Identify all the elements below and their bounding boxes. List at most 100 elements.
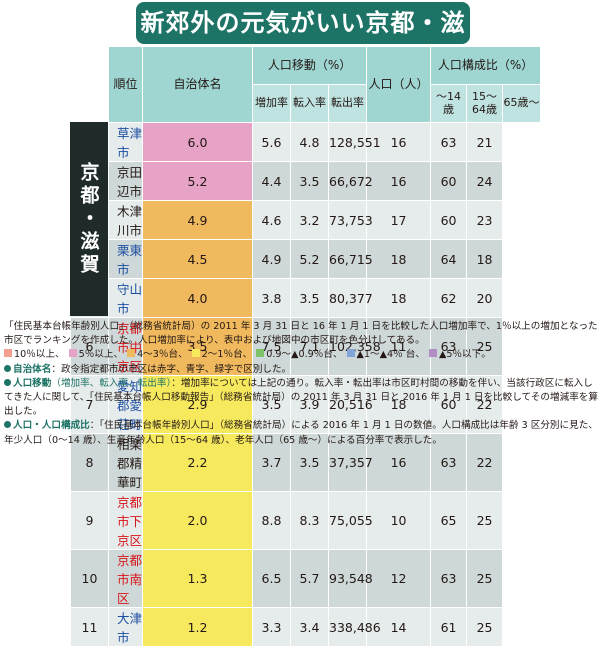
age-old: 20 xyxy=(466,278,504,318)
rank: 11 xyxy=(70,607,109,647)
age-working: 60 xyxy=(430,200,468,240)
legend-swatch-icon xyxy=(346,349,355,358)
age-working: 61 xyxy=(430,607,468,647)
out-rate: 3.5 xyxy=(290,161,329,201)
population: 80,377 xyxy=(327,278,373,318)
out-rate: 5.2 xyxy=(290,239,329,279)
out-rate: 3.2 xyxy=(290,200,329,240)
rank: 7 xyxy=(70,375,109,434)
age-old: 25 xyxy=(466,549,504,608)
municipality-name: 京都市中京区 xyxy=(108,317,143,376)
age-working: 65 xyxy=(430,491,468,550)
legend-item: ▲1〜▲4％ 台、 xyxy=(346,348,425,362)
age-young: 14 xyxy=(366,607,432,647)
age-old: 22 xyxy=(466,375,504,434)
increase-rate: 4.0 xyxy=(142,278,253,318)
header-population: 人口（人） xyxy=(366,46,432,123)
header-age-young: 〜14歳 xyxy=(430,84,468,123)
age-old: 23 xyxy=(466,200,504,240)
population: 20,516 xyxy=(327,375,373,434)
legend-item: 2〜1％台、 xyxy=(191,348,253,362)
population: 128,551 xyxy=(327,122,381,162)
rank: 10 xyxy=(70,549,109,608)
in-rate: 4.9 xyxy=(252,239,291,279)
table-body: 1草津市6.05.64.8128,5511663212京田辺市5.24.43.5… xyxy=(70,122,541,647)
table-row: 7 愛知郡愛荘町 2.9 3.5 3.9 20,516 18 60 22 xyxy=(70,375,541,434)
population: 66,672 xyxy=(327,161,373,201)
header-increase: 増加率 xyxy=(252,84,291,123)
bullet-icon xyxy=(4,421,11,429)
in-rate: 3.5 xyxy=(252,375,291,434)
legend-swatch-icon xyxy=(428,349,437,358)
municipality-name: 栗東市 xyxy=(108,239,143,279)
age-working: 62 xyxy=(430,278,468,318)
legend-label: 2〜1％台、 xyxy=(201,349,253,361)
table-row: 9 京都市下京区 2.0 8.8 8.3 75,055 10 65 25 xyxy=(70,491,541,550)
population: 75,055 xyxy=(327,491,373,550)
municipality-name: 大津市 xyxy=(108,607,143,647)
age-young: 10 xyxy=(366,491,432,550)
age-young: 12 xyxy=(366,549,432,608)
in-rate: 4.6 xyxy=(252,200,291,240)
region-label: 京都・滋賀 xyxy=(70,122,108,316)
legend-swatch-icon xyxy=(127,349,136,358)
in-rate: 5.6 xyxy=(252,122,291,162)
out-rate: 3.4 xyxy=(290,607,329,647)
header-age-working: 15〜64歳 xyxy=(466,84,504,123)
rank: 6 xyxy=(70,317,109,376)
header-age-old: 65歳〜 xyxy=(502,84,542,123)
population: 102,358 xyxy=(327,317,381,376)
age-old: 18 xyxy=(466,239,504,279)
increase-rate: 1.2 xyxy=(142,607,253,647)
in-rate: 8.8 xyxy=(252,491,291,550)
in-rate: 7.5 xyxy=(252,317,291,376)
legend-label: 4〜3％台、 xyxy=(137,349,188,361)
legend-item: 10％以上、 xyxy=(4,348,65,362)
out-rate: 7.1 xyxy=(290,317,329,376)
bullet-icon xyxy=(4,378,11,386)
increase-rate: 6.0 xyxy=(142,122,253,162)
legend-label: 0.9〜▲0.9％台、 xyxy=(266,349,343,361)
age-working: 63 xyxy=(430,122,468,162)
legend-item: 5％以上、 xyxy=(68,348,124,362)
out-rate: 5.7 xyxy=(290,549,329,608)
ranking-table-container: 順位 自治体名 人口移動（%） 人口（人） 人口構成比（%） 増加率 転入率 転… xyxy=(70,46,542,647)
increase-rate: 2.9 xyxy=(142,375,253,434)
municipality-name: 守山市 xyxy=(108,278,143,318)
municipality-name: 草津市 xyxy=(108,122,143,162)
out-rate: 3.9 xyxy=(290,375,329,434)
table-row: 10 京都市南区 1.3 6.5 5.7 93,548 12 63 25 xyxy=(70,549,541,608)
legend-label: 5％以上、 xyxy=(78,349,124,361)
age-young: 11 xyxy=(366,317,432,376)
legend-label: ▲5％以下。 xyxy=(438,349,491,361)
legend-item: ▲5％以下。 xyxy=(428,348,491,362)
increase-rate: 3.5 xyxy=(142,317,253,376)
legend-swatch-icon xyxy=(256,349,265,358)
legend-label: 10％以上、 xyxy=(14,349,65,361)
table-row: 6 京都市中京区 3.5 7.5 7.1 102,358 11 63 25 xyxy=(70,317,541,376)
increase-rate: 4.9 xyxy=(142,200,253,240)
legend-swatch-icon xyxy=(191,349,200,358)
population: 93,548 xyxy=(327,549,373,608)
age-old: 25 xyxy=(466,607,504,647)
age-young: 18 xyxy=(366,278,432,318)
header-out-rate: 転出率 xyxy=(327,84,368,123)
age-working: 60 xyxy=(430,161,468,201)
footnote-municipality: 自治体名：政令指定都市の市区は赤字、青字、緑字で区別した。 xyxy=(4,363,598,377)
in-rate: 3.8 xyxy=(252,278,291,318)
increase-rate: 5.2 xyxy=(142,161,253,201)
rank: 9 xyxy=(70,491,109,550)
municipality-name: 京田辺市 xyxy=(108,161,143,201)
header-composition: 人口構成比（%） xyxy=(430,46,542,85)
municipality-name: 京都市南区 xyxy=(108,549,143,608)
bullet-icon xyxy=(4,364,11,372)
age-working: 60 xyxy=(430,375,468,434)
ranking-table: 順位 自治体名 人口移動（%） 人口（人） 人口構成比（%） 増加率 転入率 転… xyxy=(70,46,542,647)
out-rate: 8.3 xyxy=(290,491,329,550)
page-title: 新郊外の元気がいい京都・滋賀 xyxy=(136,2,470,79)
legend-item: 4〜3％台、 xyxy=(127,348,188,362)
out-rate: 4.8 xyxy=(290,122,329,162)
